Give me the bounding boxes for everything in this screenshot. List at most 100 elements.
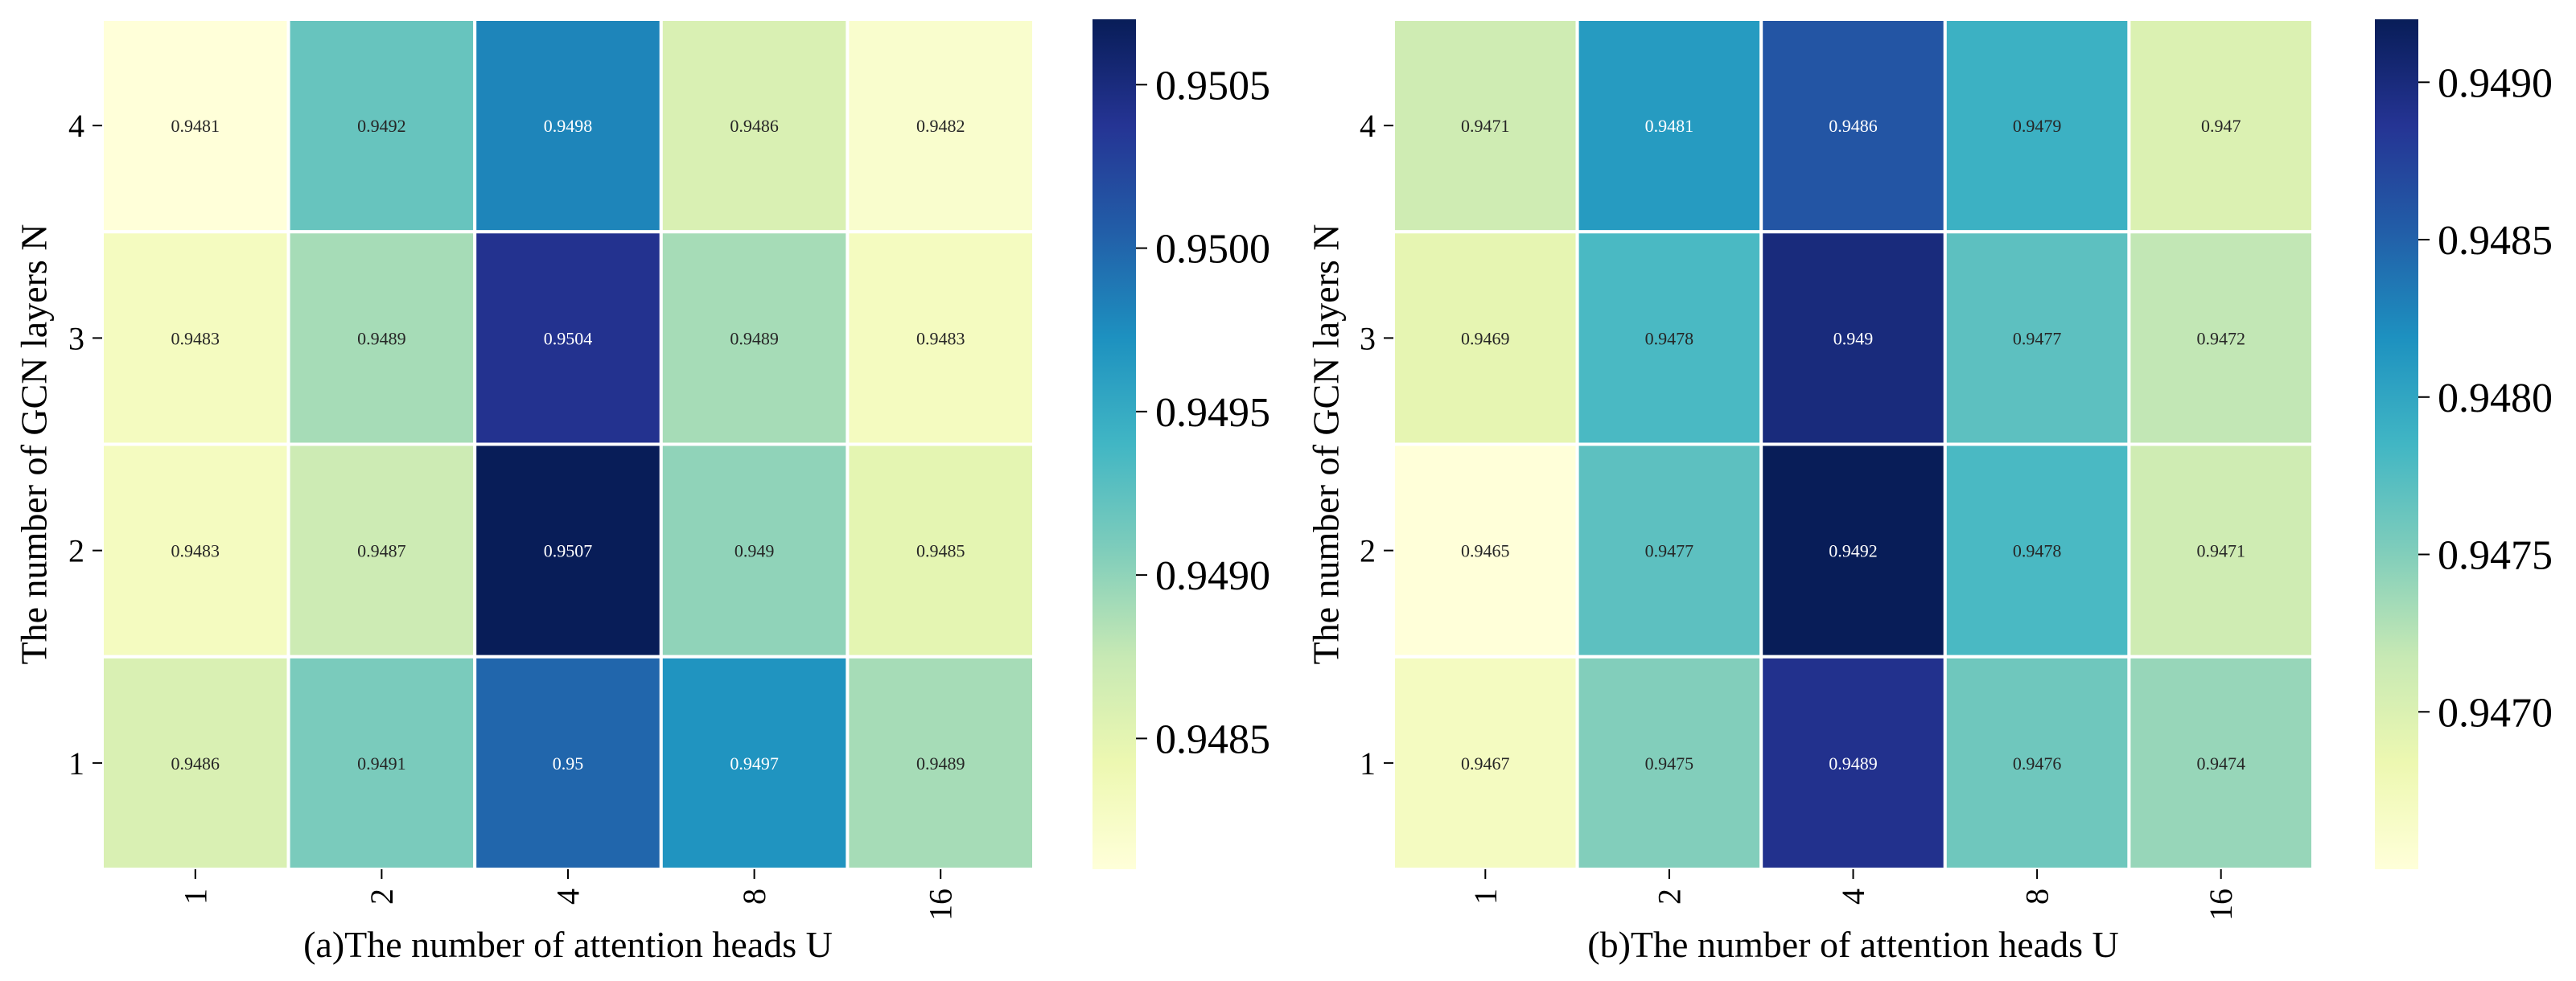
y-tick-label: 2 xyxy=(68,533,84,569)
cell-value-label: 0.9491 xyxy=(357,753,406,774)
colorbar-a: 0.9485 0.9490 0.9495 0.9500 0.9505 xyxy=(1093,19,1270,869)
cell-value-label: 0.9472 xyxy=(2196,328,2245,348)
cell-value-label: 0.9476 xyxy=(2013,753,2062,774)
x-tick-label: 16 xyxy=(2203,889,2239,921)
y-ticks-b: 4 3 2 1 xyxy=(1360,108,1393,782)
colorbar-tick-label: 0.9480 xyxy=(2438,376,2553,421)
cell-value-label: 0.9481 xyxy=(1645,116,1694,136)
cell-value-label: 0.9483 xyxy=(171,541,220,561)
colorbar-tick-label: 0.9470 xyxy=(2438,690,2553,736)
heatmap-cells-a: 0.9481 0.9492 0.9498 0.9486 0.9482 0.9483 0.94… xyxy=(101,18,1036,871)
y-tick-label: 4 xyxy=(1360,108,1376,144)
x-axis-label-a: (a)The number of attention heads U xyxy=(303,924,833,965)
colorbar-tick-label: 0.9505 xyxy=(1155,63,1270,109)
heatmap-panel-b: 0.9471 0.9481 0.9486 0.9479 0.947 0.9469 0.947… xyxy=(1306,18,2553,965)
heatmap-cell xyxy=(846,655,1036,871)
cell-value-label: 0.9467 xyxy=(1461,753,1510,774)
cell-value-label: 0.9507 xyxy=(544,541,593,561)
cell-value-label: 0.9485 xyxy=(916,541,965,561)
heatmap-cell xyxy=(1392,230,1579,446)
y-axis-label-b: The number of GCN layers N xyxy=(1306,224,1347,664)
y-tick-label: 3 xyxy=(68,320,84,356)
cell-value-label: 0.9497 xyxy=(730,753,779,774)
cell-value-label: 0.9477 xyxy=(1645,541,1694,561)
cell-value-label: 0.9487 xyxy=(357,541,406,561)
colorbar-tick-label: 0.9485 xyxy=(2438,218,2553,264)
heatmap-cell xyxy=(286,18,477,234)
x-ticks-b: 1 2 4 8 16 xyxy=(1467,869,2239,921)
heatmap-cell xyxy=(2127,442,2315,659)
x-tick-label: 4 xyxy=(550,889,586,905)
cell-value-label: 0.9475 xyxy=(1645,753,1694,774)
heatmap-cell xyxy=(286,655,477,871)
cell-value-label: 0.9492 xyxy=(357,116,406,136)
cell-value-label: 0.9486 xyxy=(171,753,220,774)
cell-value-label: 0.947 xyxy=(2201,116,2241,136)
y-tick-label: 3 xyxy=(1360,320,1376,356)
heatmap-cell xyxy=(473,655,663,871)
heatmap-cell xyxy=(1759,442,1947,659)
heatmap-cell xyxy=(659,442,850,659)
x-tick-label: 2 xyxy=(1651,889,1687,905)
cell-value-label: 0.9489 xyxy=(730,328,779,348)
heatmap-cell xyxy=(2127,230,2315,446)
y-tick-label: 2 xyxy=(1360,533,1376,569)
heatmap-cell xyxy=(1575,230,1763,446)
x-tick-label: 8 xyxy=(2019,889,2055,905)
cell-value-label: 0.9483 xyxy=(916,328,965,348)
heatmap-cell xyxy=(2127,655,2315,871)
cell-value-label: 0.9478 xyxy=(1645,328,1694,348)
heatmap-cell xyxy=(101,18,290,234)
cell-value-label: 0.9489 xyxy=(916,753,965,774)
y-tick-label: 1 xyxy=(68,745,84,782)
y-tick-label: 1 xyxy=(1360,745,1376,782)
colorbar-tick-label: 0.9490 xyxy=(2438,60,2553,106)
heatmap-cell xyxy=(846,230,1036,446)
cell-value-label: 0.9483 xyxy=(171,328,220,348)
x-tick-label: 2 xyxy=(364,889,400,905)
x-axis-label-b: (b)The number of attention heads U xyxy=(1587,924,2118,965)
x-tick-label: 1 xyxy=(177,889,213,905)
x-tick-label: 1 xyxy=(1467,889,1504,905)
cell-value-label: 0.9471 xyxy=(1461,116,1510,136)
colorbar-gradient xyxy=(1093,19,1136,869)
cell-value-label: 0.9489 xyxy=(1829,753,1878,774)
heatmap-cell xyxy=(1759,230,1947,446)
cell-value-label: 0.949 xyxy=(1833,328,1874,348)
cell-value-label: 0.9482 xyxy=(916,116,965,136)
x-tick-label: 16 xyxy=(923,889,959,921)
heatmap-cell xyxy=(1943,442,2131,659)
colorbar-tick-label: 0.9475 xyxy=(2438,533,2553,579)
heatmap-cell xyxy=(1392,18,1579,234)
heatmap-cell xyxy=(286,442,477,659)
heatmap-cell xyxy=(1943,18,2131,234)
cell-value-label: 0.9479 xyxy=(2013,116,2062,136)
heatmap-cell xyxy=(1759,18,1947,234)
colorbar-tick-label: 0.9490 xyxy=(1155,553,1270,599)
cell-value-label: 0.9481 xyxy=(171,116,220,136)
y-ticks-a: 4 3 2 1 xyxy=(68,108,102,782)
y-tick-label: 4 xyxy=(68,108,84,144)
cell-value-label: 0.9492 xyxy=(1829,541,1878,561)
heatmap-cell xyxy=(1575,442,1763,659)
cell-value-label: 0.9465 xyxy=(1461,541,1510,561)
heatmap-cell xyxy=(1575,18,1763,234)
cell-value-label: 0.9478 xyxy=(2013,541,2062,561)
heatmap-cell xyxy=(473,18,663,234)
heatmap-cell xyxy=(2127,18,2315,234)
heatmap-cell xyxy=(473,230,663,446)
heatmap-cells-b: 0.9471 0.9481 0.9486 0.9479 0.947 0.9469 0.947… xyxy=(1392,18,2315,871)
colorbar-tick-label: 0.9495 xyxy=(1155,390,1270,436)
heatmap-cell xyxy=(1943,230,2131,446)
cell-value-label: 0.9471 xyxy=(2196,541,2245,561)
colorbar-b: 0.9470 0.9475 0.9480 0.9485 0.9490 xyxy=(2375,19,2553,869)
cell-value-label: 0.9486 xyxy=(730,116,779,136)
colorbar-tick-label: 0.9500 xyxy=(1155,227,1270,273)
cell-value-label: 0.9477 xyxy=(2013,328,2062,348)
cell-value-label: 0.949 xyxy=(735,541,775,561)
cell-value-label: 0.95 xyxy=(553,753,584,774)
cell-value-label: 0.9498 xyxy=(544,116,593,136)
colorbar-gradient xyxy=(2375,19,2418,869)
